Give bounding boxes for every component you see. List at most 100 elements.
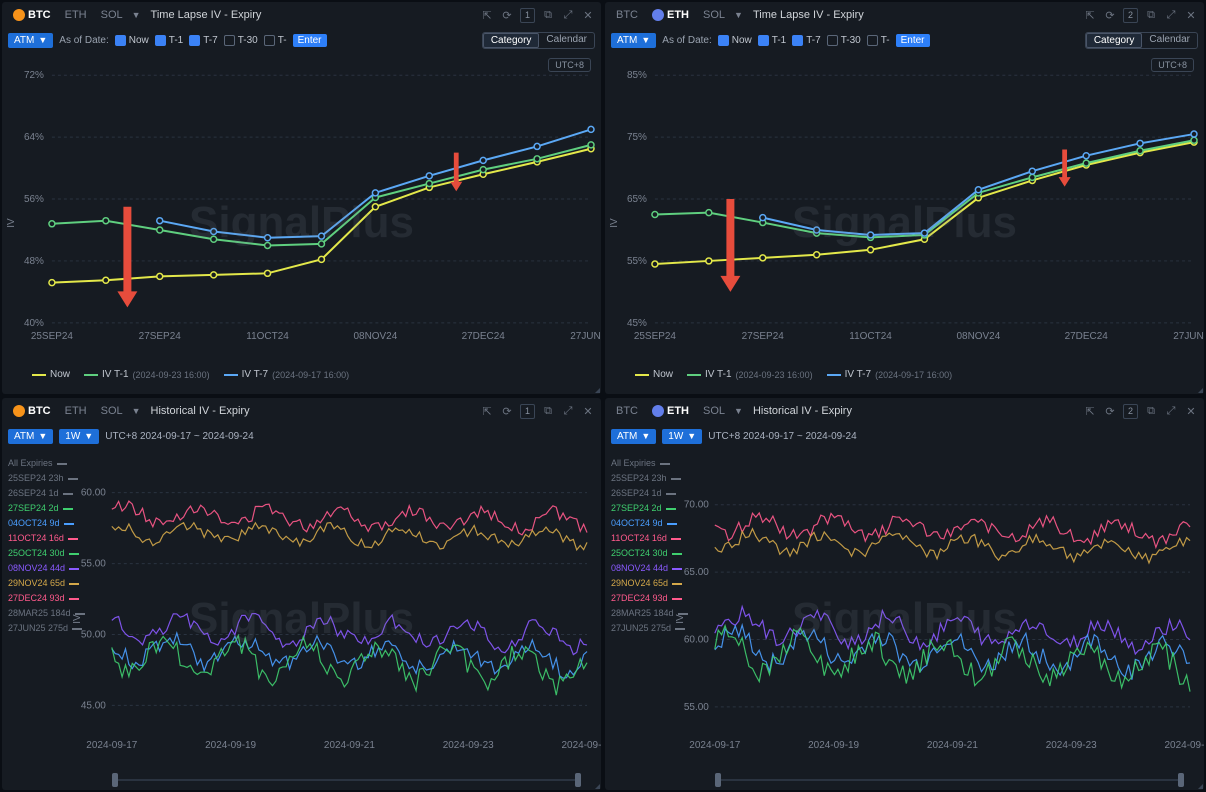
atm-dropdown[interactable]: ATM▼ — [8, 429, 53, 444]
check-t-1[interactable]: T-1 — [758, 35, 786, 46]
atm-dropdown[interactable]: ATM▼ — [8, 33, 53, 48]
close-icon[interactable]: ✕ — [581, 8, 595, 22]
share-icon[interactable]: ⇱ — [1083, 8, 1097, 22]
expiry-item[interactable]: 04OCT24 9d — [611, 516, 688, 531]
expiry-item[interactable]: 27JUN25 275d — [8, 621, 85, 636]
time-slider[interactable] — [112, 776, 581, 784]
expiry-item[interactable]: 25SEP24 23h — [611, 471, 688, 486]
caret-icon[interactable]: ▼ — [132, 10, 141, 20]
share-icon[interactable]: ⇱ — [1083, 404, 1097, 418]
panel-num[interactable]: 1 — [520, 404, 535, 419]
copy-icon[interactable]: ⧉ — [541, 404, 555, 418]
refresh-icon[interactable]: ⟳ — [500, 404, 514, 418]
expiry-item[interactable]: 29NOV24 65d — [611, 576, 688, 591]
check-t-[interactable]: T- — [264, 35, 287, 46]
expand-icon[interactable]: ⤢ — [1164, 8, 1178, 22]
enter-button[interactable]: Enter — [896, 34, 930, 47]
legend-item[interactable]: IV T-7(2024-09-17 16:00) — [224, 369, 350, 380]
asset-tab-btc[interactable]: BTC — [611, 8, 643, 22]
asset-tab-eth[interactable]: ETH — [647, 8, 694, 22]
expiry-item[interactable]: 27DEC24 93d — [611, 591, 688, 606]
slider-handle-right[interactable] — [1178, 773, 1184, 787]
time-slider[interactable] — [715, 776, 1184, 784]
enter-button[interactable]: Enter — [293, 34, 327, 47]
asset-tab-sol[interactable]: SOL — [698, 8, 730, 22]
legend-item[interactable]: Now — [32, 369, 70, 380]
resize-handle[interactable] — [1195, 385, 1203, 393]
close-icon[interactable]: ✕ — [581, 404, 595, 418]
asset-tab-eth[interactable]: ETH — [647, 404, 694, 418]
expiry-item[interactable]: 29NOV24 65d — [8, 576, 85, 591]
caret-icon[interactable]: ▼ — [734, 406, 743, 416]
expiry-item[interactable]: All Expiries — [8, 456, 85, 471]
asset-tab-btc[interactable]: BTC — [8, 404, 56, 418]
slider-handle-right[interactable] — [575, 773, 581, 787]
legend-item[interactable]: IV T-1(2024-09-23 16:00) — [687, 369, 813, 380]
expiry-item[interactable]: 27SEP24 2d — [8, 501, 85, 516]
copy-icon[interactable]: ⧉ — [541, 8, 555, 22]
pill-calendar[interactable]: Calendar — [1142, 33, 1197, 48]
expand-icon[interactable]: ⤢ — [1164, 404, 1178, 418]
check-t-30[interactable]: T-30 — [827, 35, 861, 46]
expiry-item[interactable]: 08NOV24 44d — [8, 561, 85, 576]
legend-item[interactable]: Now — [635, 369, 673, 380]
check-t-[interactable]: T- — [867, 35, 890, 46]
asset-tab-btc[interactable]: BTC — [8, 8, 56, 22]
close-icon[interactable]: ✕ — [1184, 404, 1198, 418]
expiry-item[interactable]: All Expiries — [611, 456, 688, 471]
expand-icon[interactable]: ⤢ — [561, 8, 575, 22]
asset-tab-eth[interactable]: ETH — [60, 8, 92, 22]
expiry-item[interactable]: 11OCT24 16d — [8, 531, 85, 546]
refresh-icon[interactable]: ⟳ — [1103, 8, 1117, 22]
expiry-item[interactable]: 25SEP24 23h — [8, 471, 85, 486]
expiry-item[interactable]: 28MAR25 184d — [8, 606, 85, 621]
legend-item[interactable]: IV T-7(2024-09-17 16:00) — [827, 369, 953, 380]
asset-tab-sol[interactable]: SOL — [698, 404, 730, 418]
check-now[interactable]: Now — [718, 35, 752, 46]
pill-category[interactable]: Category — [483, 33, 540, 48]
share-icon[interactable]: ⇱ — [480, 8, 494, 22]
expiry-item[interactable]: 27JUN25 275d — [611, 621, 688, 636]
resize-handle[interactable] — [592, 385, 600, 393]
period-dropdown[interactable]: 1W▼ — [662, 429, 702, 444]
refresh-icon[interactable]: ⟳ — [500, 8, 514, 22]
expand-icon[interactable]: ⤢ — [561, 404, 575, 418]
caret-icon[interactable]: ▼ — [132, 406, 141, 416]
expiry-item[interactable]: 28MAR25 184d — [611, 606, 688, 621]
expiry-item[interactable]: 26SEP24 1d — [8, 486, 85, 501]
asset-tab-sol[interactable]: SOL — [96, 404, 128, 418]
expiry-item[interactable]: 25OCT24 30d — [611, 546, 688, 561]
caret-icon[interactable]: ▼ — [734, 10, 743, 20]
expiry-item[interactable]: 08NOV24 44d — [611, 561, 688, 576]
expiry-item[interactable]: 04OCT24 9d — [8, 516, 85, 531]
expiry-item[interactable]: 27SEP24 2d — [611, 501, 688, 516]
pill-category[interactable]: Category — [1086, 33, 1143, 48]
close-icon[interactable]: ✕ — [1184, 8, 1198, 22]
check-now[interactable]: Now — [115, 35, 149, 46]
asset-tab-eth[interactable]: ETH — [60, 404, 92, 418]
check-t-7[interactable]: T-7 — [189, 35, 217, 46]
panel-num[interactable]: 1 — [520, 8, 535, 23]
atm-dropdown[interactable]: ATM▼ — [611, 33, 656, 48]
resize-handle[interactable] — [592, 781, 600, 789]
check-t-1[interactable]: T-1 — [155, 35, 183, 46]
period-dropdown[interactable]: 1W▼ — [59, 429, 99, 444]
asset-tab-sol[interactable]: SOL — [96, 8, 128, 22]
panel-num[interactable]: 2 — [1123, 8, 1138, 23]
panel-num[interactable]: 2 — [1123, 404, 1138, 419]
asset-tab-btc[interactable]: BTC — [611, 404, 643, 418]
expiry-item[interactable]: 26SEP24 1d — [611, 486, 688, 501]
resize-handle[interactable] — [1195, 781, 1203, 789]
legend-item[interactable]: IV T-1(2024-09-23 16:00) — [84, 369, 210, 380]
expiry-item[interactable]: 27DEC24 93d — [8, 591, 85, 606]
copy-icon[interactable]: ⧉ — [1144, 404, 1158, 418]
slider-handle-left[interactable] — [715, 773, 721, 787]
check-t-7[interactable]: T-7 — [792, 35, 820, 46]
check-t-30[interactable]: T-30 — [224, 35, 258, 46]
refresh-icon[interactable]: ⟳ — [1103, 404, 1117, 418]
atm-dropdown[interactable]: ATM▼ — [611, 429, 656, 444]
copy-icon[interactable]: ⧉ — [1144, 8, 1158, 22]
expiry-item[interactable]: 25OCT24 30d — [8, 546, 85, 561]
slider-handle-left[interactable] — [112, 773, 118, 787]
pill-calendar[interactable]: Calendar — [539, 33, 594, 48]
